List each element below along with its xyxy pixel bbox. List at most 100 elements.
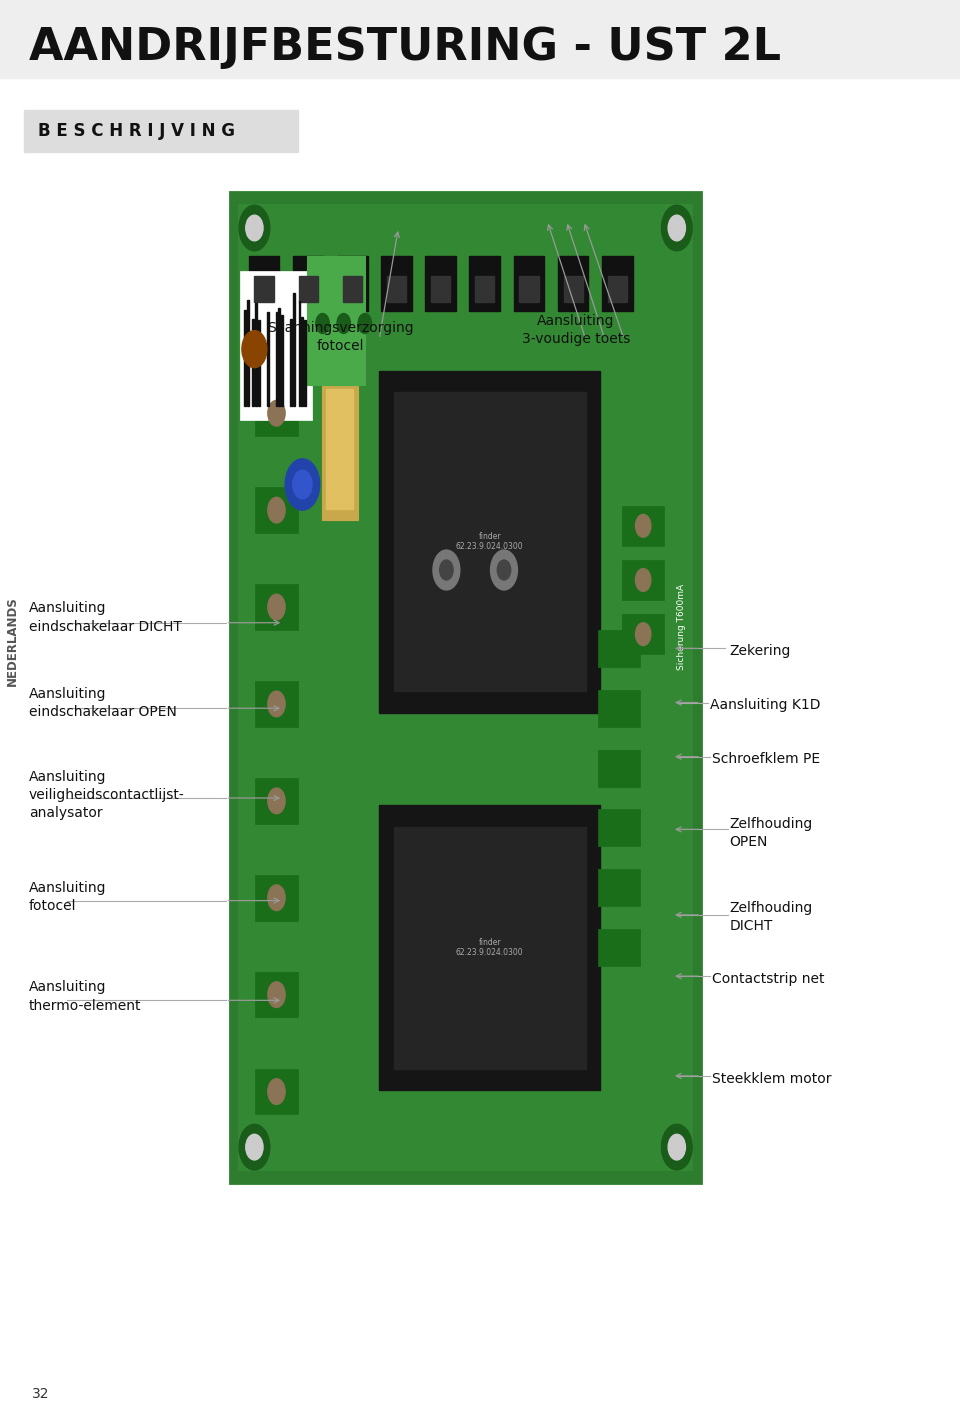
Bar — [469, 256, 500, 311]
Circle shape — [440, 560, 453, 580]
Text: Aansluiting
eindschakelaar OPEN: Aansluiting eindschakelaar OPEN — [29, 687, 177, 720]
Bar — [379, 805, 600, 1090]
Bar — [598, 869, 640, 906]
Bar — [425, 256, 456, 311]
Text: B E S C H R I J V I N G: B E S C H R I J V I N G — [38, 123, 235, 140]
Circle shape — [337, 314, 350, 333]
Bar — [326, 389, 353, 509]
Text: Aansluiting
eindschakelaar DICHT: Aansluiting eindschakelaar DICHT — [29, 601, 181, 634]
Bar — [381, 256, 412, 311]
Circle shape — [668, 1134, 685, 1160]
Bar — [258, 321, 260, 406]
Bar — [255, 1069, 298, 1114]
Circle shape — [661, 1124, 692, 1170]
Circle shape — [293, 470, 312, 499]
Bar — [602, 256, 633, 311]
Bar — [394, 826, 586, 1069]
Bar — [247, 299, 249, 406]
Bar — [301, 318, 303, 406]
Circle shape — [285, 459, 320, 510]
Circle shape — [246, 215, 263, 241]
Text: Zelfhouding
OPEN: Zelfhouding OPEN — [730, 817, 813, 849]
Circle shape — [268, 885, 285, 911]
Bar — [387, 276, 406, 302]
Bar — [379, 370, 600, 712]
Bar — [558, 256, 588, 311]
Circle shape — [268, 497, 285, 523]
Bar — [255, 778, 298, 824]
Circle shape — [268, 982, 285, 1007]
Circle shape — [242, 331, 267, 368]
Circle shape — [636, 623, 651, 646]
Bar — [322, 378, 358, 520]
Text: Aansluiting
veiligheidscontactlijst-
analysator: Aansluiting veiligheidscontactlijst- ana… — [29, 770, 184, 821]
Circle shape — [497, 560, 511, 580]
Circle shape — [239, 1124, 270, 1170]
Text: 32: 32 — [32, 1387, 49, 1401]
Bar — [598, 630, 640, 667]
Bar — [255, 584, 298, 630]
Text: NEDERLANDS: NEDERLANDS — [6, 597, 19, 685]
Bar — [608, 276, 627, 302]
Bar — [24, 110, 298, 152]
Bar — [337, 256, 368, 311]
Text: finder
62.23.9.024.0300: finder 62.23.9.024.0300 — [456, 938, 523, 958]
Bar — [281, 315, 283, 406]
Bar — [249, 256, 279, 311]
Bar — [254, 276, 274, 302]
Bar — [240, 271, 312, 420]
Bar — [255, 972, 298, 1017]
Bar — [299, 276, 318, 302]
Text: Zelfhouding
DICHT: Zelfhouding DICHT — [730, 901, 813, 933]
Text: finder
62.23.9.024.0300: finder 62.23.9.024.0300 — [456, 532, 523, 551]
Bar — [230, 192, 701, 1183]
Text: Aansluiting
thermo-element: Aansluiting thermo-element — [29, 980, 141, 1013]
Circle shape — [491, 550, 517, 590]
Bar — [598, 750, 640, 787]
Bar — [255, 875, 298, 921]
Bar — [519, 276, 539, 302]
Text: Spanningsverzorging
fotocel: Spanningsverzorging fotocel — [268, 321, 414, 353]
Bar — [238, 204, 693, 1171]
Text: Contactstrip net: Contactstrip net — [712, 972, 825, 986]
Bar — [598, 690, 640, 727]
Bar — [343, 276, 362, 302]
Bar — [267, 312, 269, 406]
Circle shape — [316, 314, 329, 333]
Bar — [304, 319, 306, 406]
Text: AANDRIJFBESTURING - UST 2L: AANDRIJFBESTURING - UST 2L — [29, 26, 780, 68]
Bar — [299, 301, 300, 406]
Circle shape — [239, 205, 270, 251]
Circle shape — [668, 215, 685, 241]
Bar — [394, 392, 586, 691]
Circle shape — [636, 514, 651, 537]
Bar — [278, 308, 280, 406]
Bar — [255, 681, 298, 727]
Bar — [622, 614, 664, 654]
Bar — [564, 276, 583, 302]
Bar — [293, 294, 295, 406]
Bar — [276, 312, 277, 406]
Circle shape — [268, 594, 285, 620]
Text: Aansluiting K1D: Aansluiting K1D — [710, 698, 821, 712]
Text: Aansluiting
fotocel: Aansluiting fotocel — [29, 881, 107, 913]
Circle shape — [268, 1079, 285, 1104]
Text: Aansluiting
3-voudige toets: Aansluiting 3-voudige toets — [522, 314, 630, 346]
Circle shape — [636, 569, 651, 591]
Circle shape — [661, 205, 692, 251]
Circle shape — [268, 691, 285, 717]
Circle shape — [268, 400, 285, 426]
Bar — [475, 276, 494, 302]
Text: Steekklem motor: Steekklem motor — [712, 1072, 831, 1086]
Bar — [431, 276, 450, 302]
Bar — [0, 0, 960, 78]
Text: Schroefklem PE: Schroefklem PE — [712, 752, 821, 767]
Bar — [244, 311, 246, 406]
Bar — [514, 256, 544, 311]
Bar — [622, 560, 664, 600]
Bar — [290, 319, 292, 406]
Circle shape — [268, 788, 285, 814]
Text: Sicherung T600mA: Sicherung T600mA — [677, 584, 686, 670]
Circle shape — [433, 550, 460, 590]
Bar — [255, 304, 257, 406]
